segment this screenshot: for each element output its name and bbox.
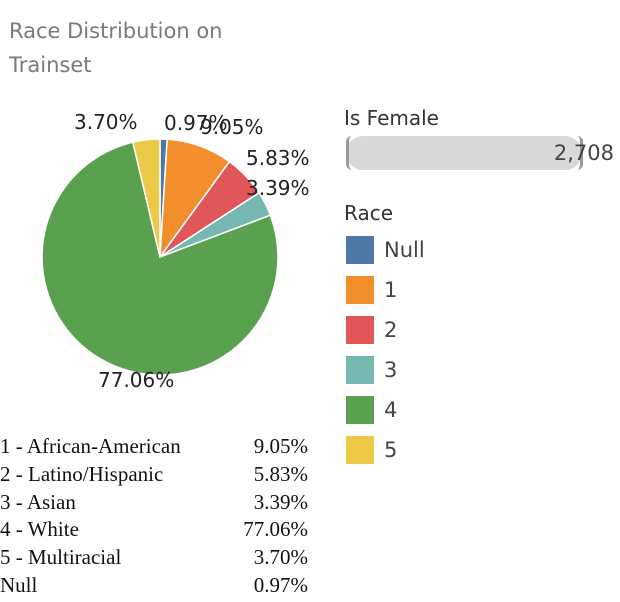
legend-swatch [346,396,374,424]
legend-label: 2 [384,318,398,342]
pie-slice-5[interactable] [131,138,161,258]
pie-slice-label: 9.05% [200,115,264,139]
filter-slider-right-handle[interactable] [577,136,583,170]
legend-label: 4 [384,398,398,422]
legend-swatch [346,316,374,344]
key-label: 3 - Asian [0,489,76,514]
race-key-table: 1 - African-American 9.05% 2 - Latino/Hi… [0,433,320,600]
pie-slice-label: 0.97% [164,111,228,135]
pie-chart[interactable]: 0.97%9.05% 5.83% 3.39% 77.06% 3.70% [0,100,330,400]
filter-value: 2,708 [553,141,614,165]
chart-title: Race Distribution on Trainset [9,19,223,77]
legend-item-null[interactable]: Null [346,236,425,276]
legend-item-4[interactable]: 4 [346,396,425,436]
key-label: 1 - African-American [0,434,181,458]
key-row: 1 - African-American 9.05% [0,433,320,461]
legend-swatch [346,236,374,264]
pie-slice-label: 5.83% [246,146,310,170]
filter-title: Is Female [344,106,439,130]
key-value: 77.06% [243,517,308,542]
filter-slider-track[interactable] [346,136,582,170]
filter-slider-left-handle[interactable] [346,136,352,170]
legend-label: 1 [384,278,398,302]
key-row: 5 - Multiracial 3.70% [0,544,320,572]
key-row: 2 - Latino/Hispanic 5.83% [0,461,320,489]
legend-label: Null [384,238,425,262]
key-value: 9.05% [253,434,308,458]
legend-swatch [346,356,374,384]
key-row: 4 - White 77.06% [0,516,320,544]
legend-item-5[interactable]: 5 [346,436,425,476]
legend-swatch [346,276,374,304]
legend-item-2[interactable]: 2 [346,316,425,356]
key-label: Null [0,572,38,597]
key-row: Null 0.97% [0,572,320,600]
key-value: 3.70% [253,545,308,570]
key-row: 3 - Asian 3.39% [0,489,320,517]
legend-item-3[interactable]: 3 [346,356,425,396]
legend-label: 3 [384,358,398,382]
key-value: 5.83% [253,461,308,486]
key-label: 2 - Latino/Hispanic [0,461,164,486]
key-value: 3.39% [253,489,308,514]
pie-slice-4[interactable] [41,141,279,376]
legend-item-1[interactable]: 1 [346,276,425,316]
pie-slice-label: 3.39% [246,176,310,200]
legend-label: 5 [384,438,398,462]
key-value: 0.97% [253,572,308,597]
key-label: 5 - Multiracial [0,545,122,570]
legend: Null 1 2 3 4 5 [346,236,425,476]
legend-swatch [346,436,374,464]
pie-slice-label: 77.06% [98,368,174,392]
legend-title: Race [344,201,394,225]
pie-slice-label: 3.70% [74,110,138,134]
key-label: 4 - White [0,517,79,542]
